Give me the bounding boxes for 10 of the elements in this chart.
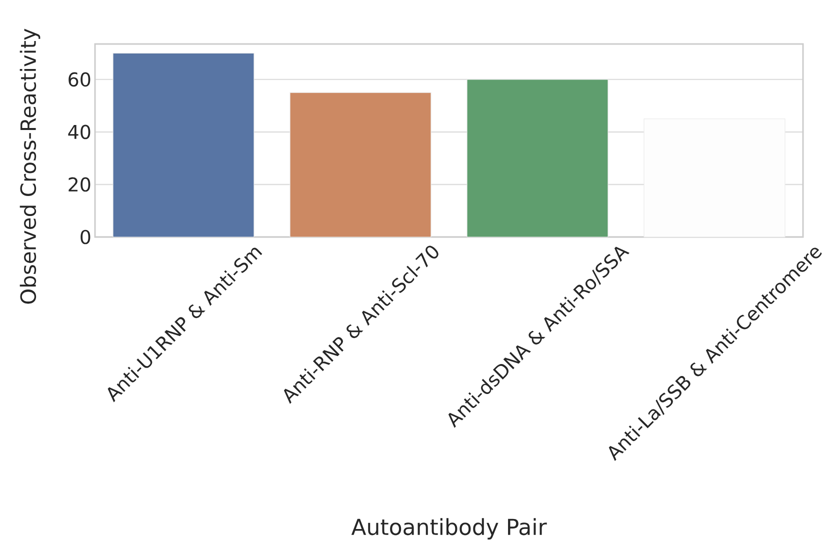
x-axis-title: Autoantibody Pair (351, 518, 547, 540)
bar (112, 52, 254, 238)
y-tick-label: 40 (68, 124, 90, 140)
bar (466, 79, 608, 238)
y-tick-label: 20 (68, 177, 90, 192)
y-axis-title: Observed Cross-Reactivity (20, 28, 40, 304)
bar (290, 92, 432, 238)
bar (644, 118, 786, 238)
y-tick-label: 60 (68, 72, 90, 87)
y-tick-label: 0 (80, 230, 90, 244)
